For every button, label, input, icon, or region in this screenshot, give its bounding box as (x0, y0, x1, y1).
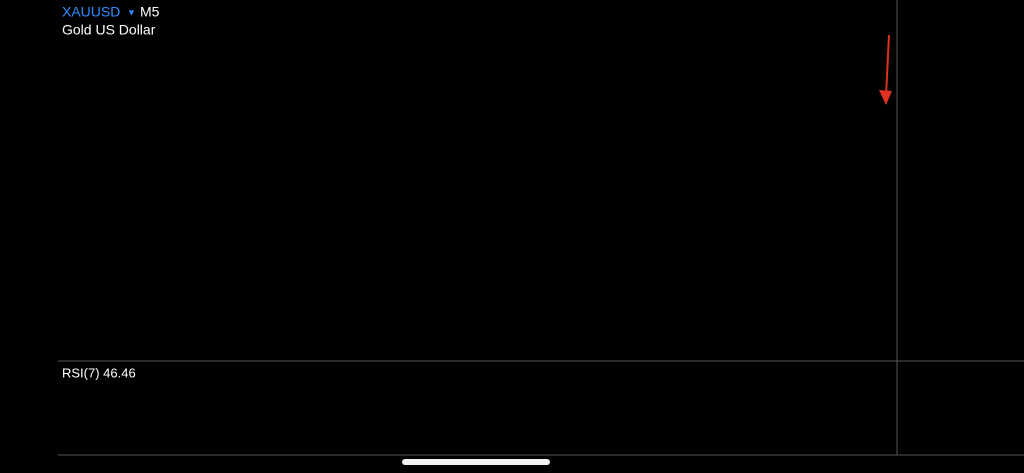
annotation-arrow (879, 34, 892, 105)
symbol-dropdown-icon[interactable]: ▼ (127, 7, 136, 17)
timeframe[interactable]: M5 (140, 4, 160, 20)
symbol-description: Gold US Dollar (62, 22, 156, 38)
rsi-title: RSI(7) 46.46 (62, 365, 136, 380)
home-indicator (402, 459, 550, 465)
symbol[interactable]: XAUUSD (62, 4, 120, 20)
